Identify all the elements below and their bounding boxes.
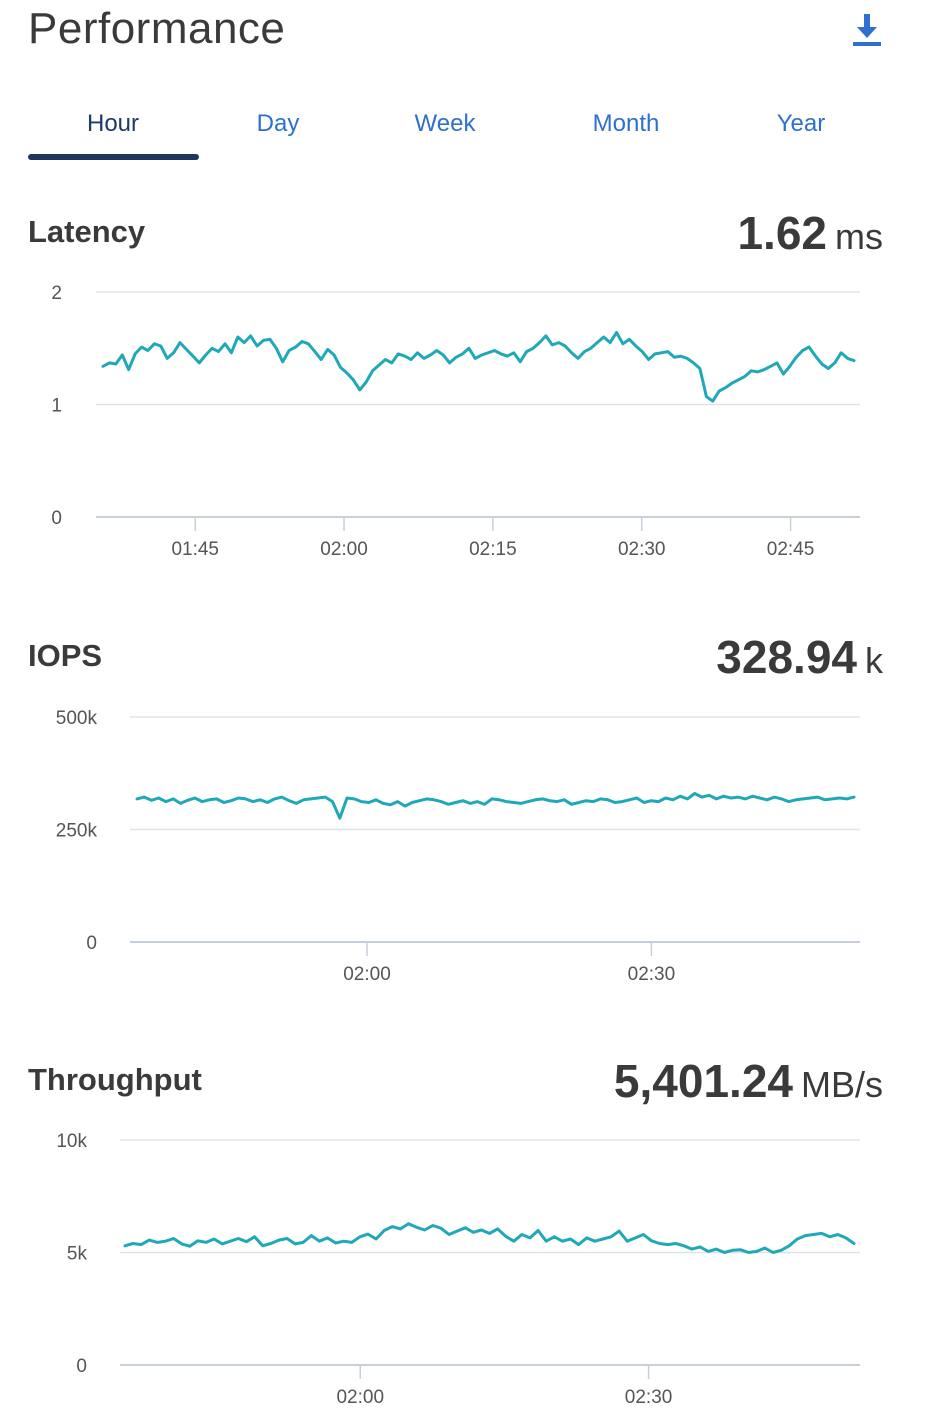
latency-metric: 1.62 ms (737, 206, 883, 260)
latency-x-tick-label: 02:00 (320, 539, 368, 560)
iops-x-tick-label: 02:00 (343, 964, 391, 985)
iops-y-tick-label: 250k (56, 821, 98, 842)
latency-y-tick-label: 2 (51, 283, 62, 304)
latency-x-tick-label: 01:45 (171, 539, 219, 560)
active-tab-indicator (28, 154, 199, 160)
throughput-value: 5,401.24 (613, 1055, 793, 1107)
latency-x-tick-label: 02:30 (618, 539, 666, 560)
latency-title: Latency (28, 214, 146, 249)
tab-day[interactable]: Day (256, 110, 300, 137)
iops-value: 328.94 (716, 631, 857, 683)
throughput-y-tick-label: 5k (67, 1244, 88, 1265)
throughput-unit: MB/s (800, 1064, 883, 1105)
tab-hour[interactable]: Hour (86, 110, 140, 137)
throughput-series-line (123, 1222, 856, 1254)
time-range-tabs: Hour Day Week Month Year (28, 100, 908, 164)
latency-chart: 0 1 2 01:45 02:00 02:15 02:30 02:45 (51, 283, 860, 560)
iops-series-line (135, 792, 856, 820)
download-button[interactable] (848, 10, 886, 48)
page-title: Performance (28, 4, 286, 53)
iops-chart: 0 250k 500k 02:00 02:30 (56, 708, 860, 985)
latency-y-tick-label: 0 (51, 508, 62, 529)
tab-year[interactable]: Year (776, 110, 826, 137)
tab-week[interactable]: Week (414, 110, 476, 137)
throughput-chart: 0 5k 10k 02:00 02:30 (56, 1131, 860, 1408)
iops-y-tick-label: 0 (86, 933, 97, 954)
iops-y-tick-label: 500k (56, 708, 98, 729)
iops-x-tick-label: 02:30 (628, 964, 676, 985)
latency-series-line (101, 331, 856, 403)
latency-value: 1.62 (737, 207, 827, 259)
download-icon (853, 14, 881, 46)
latency-y-tick-label: 1 (51, 396, 62, 417)
throughput-metric: 5,401.24 MB/s (614, 1054, 883, 1108)
iops-unit: k (865, 640, 883, 681)
throughput-title: Throughput (28, 1062, 202, 1097)
latency-x-tick-label: 02:45 (767, 539, 815, 560)
throughput-y-tick-label: 10k (56, 1131, 87, 1152)
latency-unit: ms (835, 216, 883, 257)
tab-month[interactable]: Month (592, 110, 660, 137)
iops-metric: 328.94 k (716, 630, 883, 684)
throughput-y-tick-label: 0 (76, 1356, 87, 1377)
iops-title: IOPS (28, 638, 103, 673)
latency-x-tick-label: 02:15 (469, 539, 517, 560)
throughput-x-tick-label: 02:00 (336, 1387, 384, 1408)
throughput-x-tick-label: 02:30 (625, 1387, 673, 1408)
